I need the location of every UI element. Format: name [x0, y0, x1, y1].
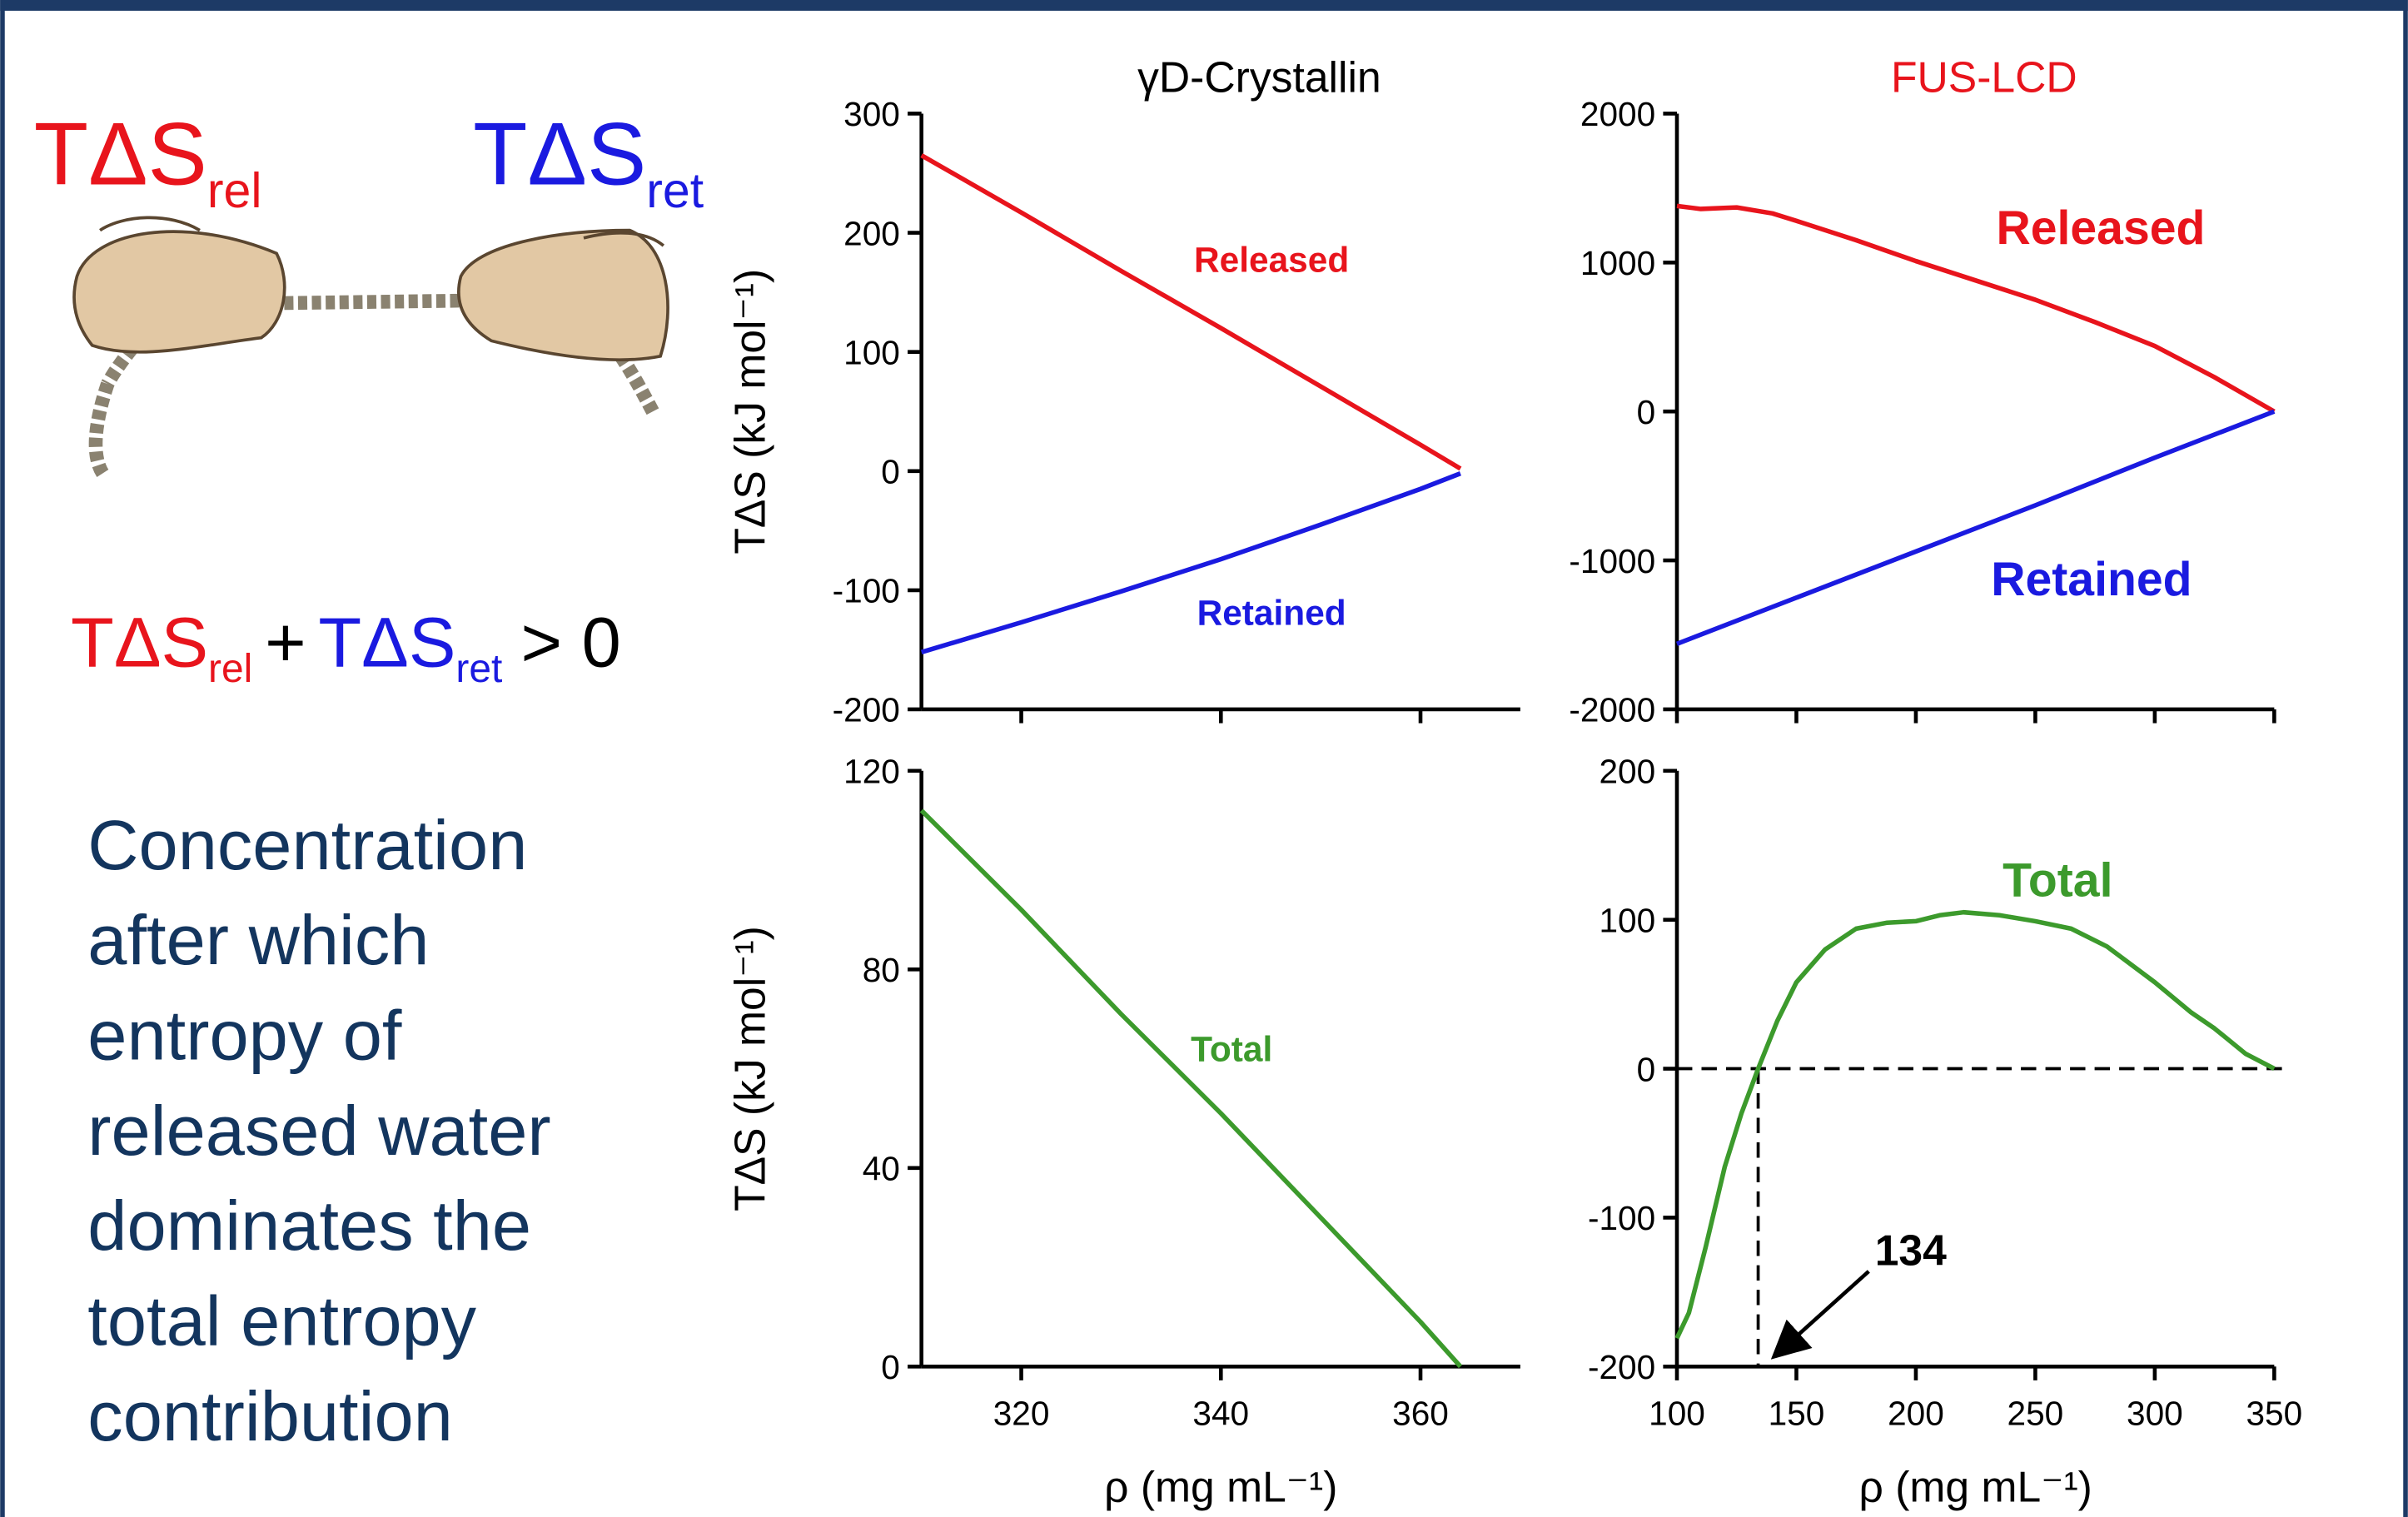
y-tick-label: 40	[863, 1150, 900, 1188]
rope-end	[88, 381, 115, 480]
description-line: dominates the	[87, 1186, 531, 1265]
series-label: Total	[2003, 854, 2112, 908]
term-main: TΔS	[34, 103, 207, 203]
series-label: Released	[1996, 201, 2205, 255]
y-tick-label: -1000	[1569, 542, 1655, 580]
y-tick-label: 1000	[1580, 244, 1655, 282]
y-tick-label: -200	[833, 691, 900, 729]
series-line	[1674, 909, 2276, 1340]
y-tick-label: -200	[1588, 1348, 1655, 1386]
series-line	[1676, 203, 2276, 414]
chart: FUS-LCD 2000 1000 0 -1000 -2000 Released Retain…	[1569, 53, 2276, 729]
y-tick-label: 80	[863, 951, 900, 989]
top-band	[0, 0, 2408, 11]
released-term: TΔSrel	[34, 103, 262, 218]
x-axis-label: ρ (mg mL⁻¹)	[1859, 1463, 2092, 1511]
right-hands	[457, 228, 669, 362]
series-line	[919, 808, 1463, 1369]
x-tick-label: 350	[2246, 1394, 2303, 1432]
chart-title: FUS-LCD	[1891, 53, 2077, 102]
description-line: after which	[87, 900, 429, 979]
right-hands-detail	[583, 231, 665, 247]
x-tick-label: 100	[1649, 1394, 1705, 1432]
description-line: Concentration	[87, 805, 527, 884]
left-border	[0, 0, 5, 1517]
chart: 200 100 0 -100 -200 100 150 200 250 300 350 ρ (mg m…	[1588, 753, 2302, 1511]
threshold-label: 134	[1875, 1226, 1947, 1275]
x-tick-label: 340	[1192, 1394, 1249, 1432]
left-hands-detail	[99, 216, 201, 232]
left-hands	[72, 230, 286, 354]
series-label: Retained	[1991, 553, 2192, 606]
description-line: released water	[87, 1091, 550, 1170]
description: Concentration after which entropy of releas…	[87, 805, 550, 1455]
series-label: Total	[1191, 1029, 1272, 1068]
y-tick-label: 200	[843, 214, 900, 252]
equation-relation: > 0	[520, 602, 620, 681]
x-tick-label: 360	[1392, 1394, 1449, 1432]
equation: TΔSrel + TΔSret > 0	[71, 602, 621, 690]
term-sub: rel	[207, 163, 262, 218]
y-tick-label: -2000	[1569, 691, 1655, 729]
description-line: total entropy	[87, 1281, 476, 1360]
x-tick-label: 250	[2007, 1394, 2064, 1432]
y-tick-label: 0	[1637, 1050, 1656, 1088]
description-line: contribution	[87, 1376, 452, 1455]
term-main: TΔS	[473, 103, 646, 203]
y-tick-label: 0	[881, 1348, 900, 1386]
chart: 120 80 40 0 320 340 360 TΔS (kJ mol⁻¹) ρ (mg mL⁻…	[726, 753, 1520, 1511]
x-tick-label: 150	[1769, 1394, 1825, 1432]
y-tick-label: 120	[843, 753, 900, 791]
x-tick-label: 300	[2127, 1394, 2183, 1432]
chart-title: γD-Crystallin	[1137, 53, 1381, 102]
x-axis-label: ρ (mg mL⁻¹)	[1104, 1463, 1337, 1511]
equation-sub: ret	[455, 647, 502, 691]
series-line	[920, 153, 1462, 471]
threshold-arrow	[1770, 1270, 1870, 1360]
y-tick-label: 200	[1599, 753, 1655, 791]
y-tick-label: 300	[843, 95, 900, 133]
retained-term: TΔSret	[473, 103, 704, 218]
x-tick-label: 200	[1888, 1394, 1944, 1432]
equation-term: TΔS	[71, 602, 208, 681]
series-line	[920, 471, 1461, 654]
y-tick-label: 100	[1599, 901, 1655, 939]
y-tick-label: 100	[843, 333, 900, 371]
y-tick-label: 2000	[1580, 95, 1655, 133]
y-tick-label: 0	[1637, 393, 1656, 431]
description-line: entropy of	[87, 995, 402, 1074]
chart: γD-Crystallin 300 200 100 0 -100 -200 TΔS (kJ m…	[726, 53, 1520, 729]
right-border	[2403, 0, 2408, 1517]
y-axis-label: TΔS (kJ mol⁻¹)	[726, 269, 774, 555]
term-sub: ret	[646, 163, 704, 218]
series-label: Released	[1194, 241, 1349, 280]
x-tick-label: 320	[993, 1394, 1050, 1432]
series-label: Retained	[1197, 594, 1346, 633]
equation-operator: +	[265, 602, 306, 681]
y-tick-label: -100	[833, 572, 900, 610]
series-line	[1675, 409, 2276, 646]
y-axis-label: TΔS (kJ mol⁻¹)	[726, 926, 774, 1211]
equation-term: TΔS	[318, 602, 455, 681]
equation-sub: rel	[208, 647, 252, 691]
y-tick-label: -100	[1588, 1199, 1655, 1237]
y-tick-label: 0	[881, 453, 900, 491]
tug-of-war-illustration	[72, 216, 669, 480]
